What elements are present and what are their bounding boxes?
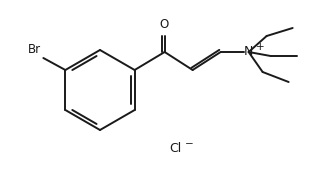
Text: +: + <box>256 42 264 52</box>
Text: O: O <box>159 18 168 31</box>
Text: Cl: Cl <box>169 141 181 155</box>
Text: −: − <box>185 139 194 149</box>
Text: Br: Br <box>28 43 41 56</box>
Text: N: N <box>244 45 253 58</box>
